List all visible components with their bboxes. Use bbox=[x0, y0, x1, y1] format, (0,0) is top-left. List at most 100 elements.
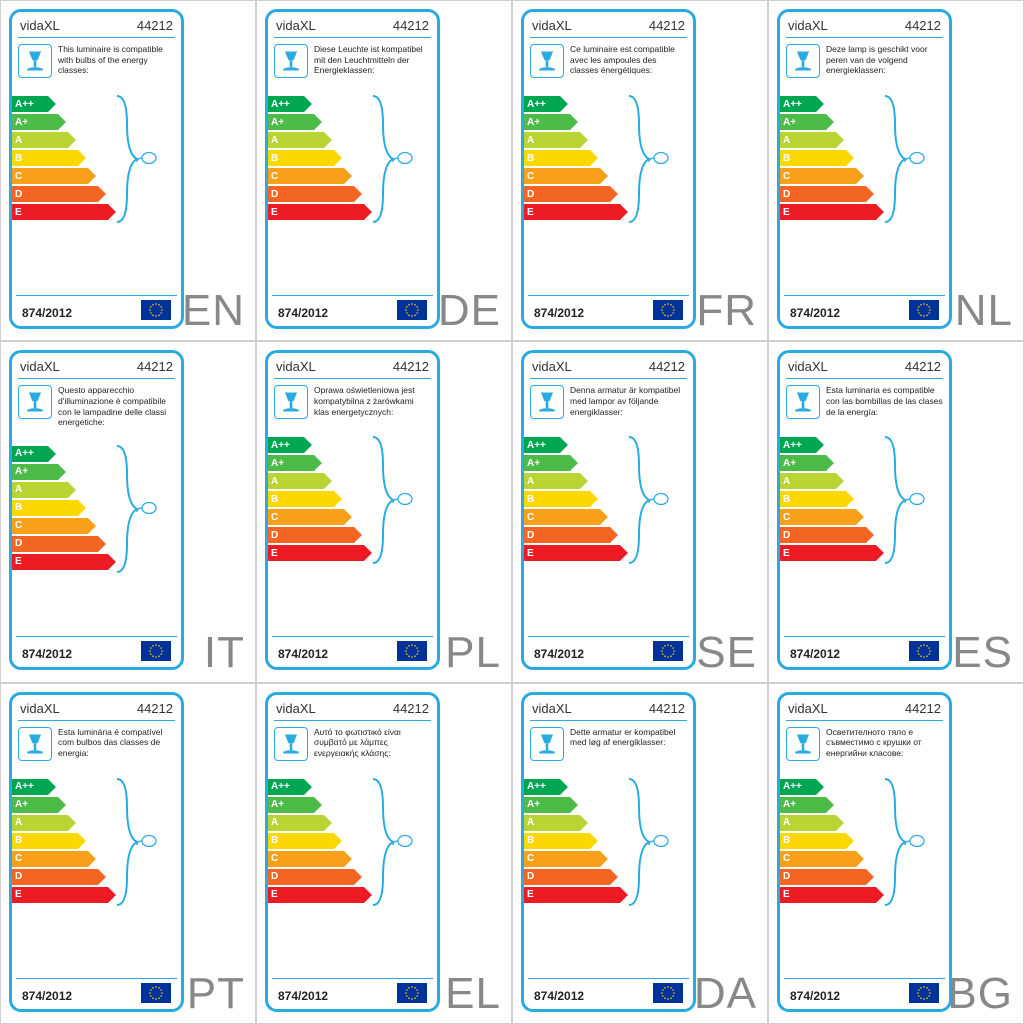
energy-class-label: E bbox=[271, 889, 278, 900]
label-cell: vidaXL 44212 Denna armatur är kompatibel… bbox=[512, 341, 768, 682]
energy-class-label: B bbox=[527, 835, 534, 846]
energy-class-label: A bbox=[527, 135, 534, 146]
energy-label-card: vidaXL 44212 This luminaire is compatibl… bbox=[9, 9, 184, 329]
energy-class-label: C bbox=[15, 520, 22, 531]
energy-arrow: A+ bbox=[268, 114, 364, 130]
label-cell: vidaXL 44212 Αυτό το φωτιστικό είναι συμ… bbox=[256, 683, 512, 1024]
energy-class-label: A+ bbox=[15, 466, 28, 477]
divider bbox=[530, 37, 687, 38]
energy-class-label: A++ bbox=[783, 99, 802, 110]
card-header: vidaXL 44212 bbox=[268, 353, 437, 376]
description-text: Осветителното тяло е съвместимо с крушки… bbox=[826, 727, 943, 761]
energy-class-label: A bbox=[783, 135, 790, 146]
energy-class-label: A+ bbox=[15, 799, 28, 810]
energy-class-label: E bbox=[271, 207, 278, 218]
energy-class-label: A+ bbox=[783, 799, 796, 810]
energy-class-label: D bbox=[783, 530, 790, 541]
brace-bulb-icon bbox=[625, 777, 675, 912]
energy-class-label: A+ bbox=[527, 458, 540, 469]
brand-text: vidaXL bbox=[532, 701, 572, 716]
card-footer: 874/2012 bbox=[16, 636, 177, 667]
energy-chart: A++ A+ A B C D bbox=[524, 82, 693, 295]
energy-arrow: C bbox=[780, 851, 876, 867]
energy-chart: A++ A+ A B C D bbox=[268, 765, 437, 978]
energy-chart: A++ A+ A B C D bbox=[268, 423, 437, 636]
product-number: 44212 bbox=[649, 18, 685, 33]
divider bbox=[786, 37, 943, 38]
energy-class-label: C bbox=[527, 853, 534, 864]
energy-class-label: A++ bbox=[271, 99, 290, 110]
product-number: 44212 bbox=[905, 359, 941, 374]
regulation-text: 874/2012 bbox=[534, 989, 584, 1003]
energy-class-label: D bbox=[15, 189, 22, 200]
brand-text: vidaXL bbox=[276, 18, 316, 33]
energy-class-label: A+ bbox=[271, 458, 284, 469]
card-header: vidaXL 44212 bbox=[780, 353, 949, 376]
energy-class-label: A++ bbox=[271, 440, 290, 451]
energy-class-label: B bbox=[783, 494, 790, 505]
energy-arrow: E bbox=[524, 545, 620, 561]
energy-arrows: A++ A+ A B C D bbox=[780, 96, 876, 222]
brace-bulb-icon bbox=[881, 94, 931, 229]
energy-class-label: B bbox=[271, 835, 278, 846]
brand-text: vidaXL bbox=[20, 18, 60, 33]
energy-class-label: C bbox=[783, 512, 790, 523]
energy-class-label: A+ bbox=[527, 799, 540, 810]
regulation-text: 874/2012 bbox=[278, 647, 328, 661]
brace-bulb-icon bbox=[625, 435, 675, 570]
card-header: vidaXL 44212 bbox=[780, 12, 949, 35]
energy-arrow: A+ bbox=[12, 797, 108, 813]
energy-class-label: A++ bbox=[783, 781, 802, 792]
brace-bulb-icon bbox=[113, 777, 163, 912]
brace-bulb-icon bbox=[369, 435, 419, 570]
eu-flag-icon bbox=[141, 641, 171, 661]
card-footer: 874/2012 bbox=[272, 636, 433, 667]
energy-class-label: A bbox=[527, 817, 534, 828]
energy-arrow: D bbox=[780, 869, 876, 885]
energy-class-label: C bbox=[271, 171, 278, 182]
card-header: vidaXL 44212 bbox=[12, 12, 181, 35]
energy-arrow: E bbox=[268, 545, 364, 561]
description-text: Esta luminária é compatível com bulbos d… bbox=[58, 727, 175, 761]
description-text: Diese Leuchte ist kompatibel mit den Leu… bbox=[314, 44, 431, 78]
brand-text: vidaXL bbox=[532, 18, 572, 33]
product-number: 44212 bbox=[905, 18, 941, 33]
energy-arrow: E bbox=[780, 887, 876, 903]
label-cell: vidaXL 44212 Deze lamp is geschikt voor … bbox=[768, 0, 1024, 341]
energy-arrow: A bbox=[524, 473, 620, 489]
card-footer: 874/2012 bbox=[528, 978, 689, 1009]
energy-arrows: A++ A+ A B C D bbox=[268, 96, 364, 222]
energy-label-card: vidaXL 44212 Questo apparecchio d'illumi… bbox=[9, 350, 184, 670]
energy-class-label: B bbox=[15, 502, 22, 513]
lamp-icon bbox=[530, 727, 564, 761]
lamp-icon bbox=[530, 385, 564, 419]
energy-arrow: A++ bbox=[268, 96, 364, 112]
card-footer: 874/2012 bbox=[784, 295, 945, 326]
description-text: Ce luminaire est compatible avec les amp… bbox=[570, 44, 687, 78]
lamp-icon bbox=[786, 44, 820, 78]
energy-class-label: A++ bbox=[15, 781, 34, 792]
energy-arrow: B bbox=[524, 491, 620, 507]
energy-arrow: C bbox=[12, 851, 108, 867]
card-header: vidaXL 44212 bbox=[524, 353, 693, 376]
energy-class-label: A bbox=[271, 476, 278, 487]
description-text: Dette armatur er kompatibel med løg af e… bbox=[570, 727, 687, 761]
energy-class-label: B bbox=[15, 153, 22, 164]
language-code: DA bbox=[694, 969, 757, 1019]
energy-class-label: E bbox=[15, 207, 22, 218]
energy-class-label: E bbox=[527, 889, 534, 900]
energy-class-label: A++ bbox=[271, 781, 290, 792]
label-cell: vidaXL 44212 Ce luminaire est compatible… bbox=[512, 0, 768, 341]
energy-label-card: vidaXL 44212 Deze lamp is geschikt voor … bbox=[777, 9, 952, 329]
energy-class-label: A+ bbox=[783, 458, 796, 469]
info-row: Deze lamp is geschikt voor peren van de … bbox=[780, 40, 949, 82]
label-cell: vidaXL 44212 Esta luminaria es compatibl… bbox=[768, 341, 1024, 682]
energy-arrow: A+ bbox=[780, 114, 876, 130]
info-row: Questo apparecchio d'illuminazione è com… bbox=[12, 381, 181, 432]
eu-flag-icon bbox=[653, 300, 683, 320]
energy-arrow: E bbox=[268, 204, 364, 220]
energy-arrow: B bbox=[780, 491, 876, 507]
energy-class-label: B bbox=[527, 494, 534, 505]
card-footer: 874/2012 bbox=[784, 636, 945, 667]
card-header: vidaXL 44212 bbox=[12, 695, 181, 718]
